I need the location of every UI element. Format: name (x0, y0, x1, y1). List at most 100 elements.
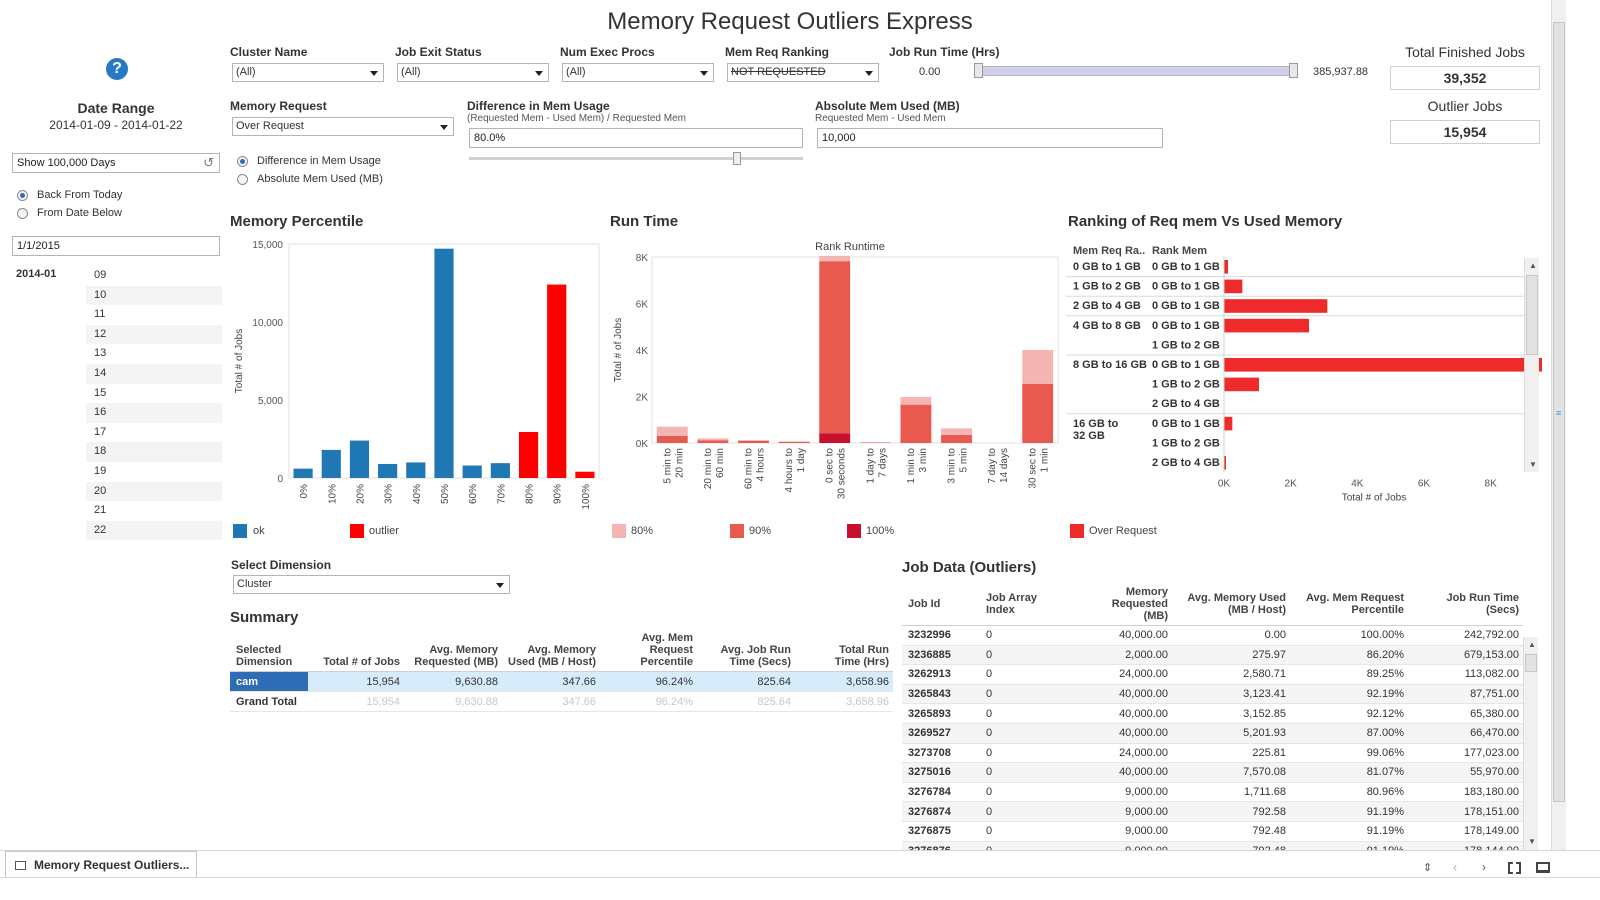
bar[interactable] (547, 284, 567, 478)
bar-segment[interactable] (1022, 383, 1054, 443)
date-day-item[interactable]: 13 (94, 347, 107, 360)
bar-segment[interactable] (819, 433, 851, 443)
date-day-item[interactable]: 15 (94, 386, 107, 399)
table-row[interactable]: 3265893 0 40,000.00 3,152.85 92.12% 65,380.00 (902, 703, 1523, 724)
next-icon[interactable]: › (1482, 860, 1486, 874)
select-dimension-dropdown[interactable]: Cluster (233, 575, 510, 594)
job-data-scrollbar[interactable]: ▲ ▼ (1523, 637, 1538, 850)
column-header[interactable]: Avg. Memory Requested (MB) (404, 632, 502, 672)
bar-segment[interactable] (941, 434, 972, 443)
bar-segment[interactable] (900, 404, 932, 443)
prev-icon[interactable]: ‹ (1453, 860, 1457, 874)
date-day-item[interactable]: 09 (94, 269, 107, 281)
job-data-scroll-thumb[interactable] (1525, 654, 1537, 672)
date-day-item[interactable]: 22 (86, 520, 222, 541)
bar[interactable] (1224, 456, 1226, 470)
page-scrollbar[interactable]: ≡ (1551, 0, 1566, 850)
bar-segment[interactable] (819, 261, 851, 434)
date-day-item[interactable]: 21 (94, 504, 107, 517)
bar-segment[interactable] (941, 428, 972, 435)
column-header[interactable]: Job Id (902, 586, 980, 626)
column-header[interactable]: Avg. Mem Request Percentile (1290, 586, 1408, 626)
reset-icon[interactable]: ↺ (203, 155, 214, 170)
bar[interactable] (293, 468, 313, 478)
bar[interactable] (490, 463, 510, 478)
abs-mem-used-input[interactable]: 10,000 (817, 128, 1163, 148)
present-icon[interactable] (1536, 862, 1550, 873)
bar[interactable] (1224, 260, 1228, 274)
bar-segment[interactable] (697, 440, 729, 443)
bar-segment[interactable] (738, 440, 769, 443)
bar[interactable] (518, 431, 539, 478)
bar-segment[interactable] (738, 439, 769, 441)
bar[interactable] (575, 471, 595, 478)
table-row[interactable]: 3232996 0 40,000.00 0.00 100.00% 242,792.00 (902, 625, 1523, 646)
date-day-item[interactable]: 14 (86, 363, 222, 384)
bar[interactable] (1224, 416, 1233, 431)
bar[interactable] (321, 449, 341, 478)
help-icon[interactable]: ? (106, 58, 128, 80)
fullscreen-icon[interactable] (1508, 862, 1521, 874)
column-header[interactable]: Job Run Time (Secs) (1408, 586, 1523, 626)
date-day-item[interactable]: 18 (86, 442, 222, 462)
table-row[interactable]: 3236885 0 2,000.00 275.97 86.20% 679,153.00 (902, 645, 1523, 666)
from-date-below-radio[interactable] (17, 208, 28, 219)
diff-mem-usage-input[interactable]: 80.0% (469, 128, 803, 148)
scroll-up-icon[interactable]: ▲ (1529, 261, 1537, 270)
scroll-up-icon[interactable]: ▲ (1528, 640, 1536, 649)
column-header[interactable]: Avg. Mem Request Percentile (600, 632, 697, 672)
sheet-tab[interactable]: Memory Request Outliers... (5, 851, 197, 877)
from-date-field[interactable]: 1/1/2015 (12, 236, 220, 256)
table-row[interactable]: 3273708 0 24,000.00 225.81 99.06% 177,023.00 (902, 743, 1523, 764)
column-header[interactable]: Memory Requested (MB) (1066, 586, 1172, 626)
column-header[interactable]: Avg. Job Run Time (Secs) (697, 632, 795, 672)
table-row[interactable]: 3262913 0 24,000.00 2,580.71 89.25% 113,082.0… (902, 664, 1523, 685)
table-row[interactable]: Grand Total 15,954 9,630.88 347.66 96.24% 825… (230, 691, 893, 712)
memory-request-dropdown[interactable]: Over Request (232, 117, 454, 136)
date-day-item[interactable]: 19 (94, 464, 107, 477)
column-header[interactable]: Selected Dimension (230, 632, 308, 672)
ranking-scrollbar[interactable]: ▲ ▼ (1524, 258, 1539, 472)
date-day-item[interactable]: 10 (86, 285, 222, 306)
job-run-time-slider-handle-max[interactable] (1289, 63, 1298, 78)
table-row[interactable]: 3275016 0 40,000.00 7,570.08 81.07% 55,970.00 (902, 762, 1523, 783)
bar-segment[interactable] (656, 436, 688, 443)
bar[interactable] (1224, 299, 1328, 313)
bar-segment[interactable] (656, 426, 688, 437)
bar-segment[interactable] (778, 441, 810, 443)
table-row[interactable]: 3269527 0 40,000.00 5,201.93 87.00% 66,470.00 (902, 723, 1523, 744)
table-row[interactable]: 3265843 0 40,000.00 3,123.41 92.19% 87,751.00 (902, 684, 1523, 705)
diff-mem-usage-slider-handle[interactable] (732, 152, 741, 165)
column-header[interactable]: Avg. Memory Used (MB / Host) (502, 632, 600, 672)
column-header[interactable]: Avg. Memory Used (MB / Host) (1172, 586, 1290, 626)
table-row[interactable]: 3276875 0 9,000.00 792.48 91.19% 178,149.00 (902, 821, 1523, 842)
job-run-time-slider-handle-min[interactable] (974, 63, 983, 78)
bar[interactable] (1224, 279, 1243, 294)
cluster-name-dropdown[interactable]: (All) (232, 63, 384, 82)
job-run-time-slider-track[interactable] (978, 66, 1298, 76)
bar[interactable] (1224, 318, 1309, 333)
table-row[interactable]: cam 15,954 9,630.88 347.66 96.24% 825.64 3,658… (230, 671, 893, 692)
date-day-item[interactable]: 20 (86, 481, 222, 502)
table-row[interactable]: 3276784 0 9,000.00 1,711.68 80.96% 183,180.00 (902, 782, 1523, 803)
table-row[interactable]: 3276874 0 9,000.00 792.58 91.19% 178,151.00 (902, 801, 1523, 822)
bar[interactable] (378, 463, 398, 478)
abs-mem-used-radio[interactable] (237, 174, 248, 185)
scroll-down-icon[interactable]: ▼ (1528, 837, 1536, 846)
scroll-down-icon[interactable]: ▼ (1529, 460, 1537, 469)
num-exec-procs-dropdown[interactable]: (All) (562, 63, 714, 82)
bar-segment[interactable] (900, 396, 932, 405)
bar[interactable] (1224, 358, 1542, 372)
page-scroll-thumb[interactable] (1553, 22, 1565, 802)
ranking-scroll-thumb[interactable] (1526, 275, 1538, 355)
diff-mem-usage-slider-track[interactable] (469, 157, 803, 160)
date-day-item[interactable]: 12 (86, 324, 222, 345)
back-from-today-radio[interactable] (17, 190, 28, 201)
bar-segment[interactable] (819, 255, 851, 262)
sort-updown-icon[interactable]: ⇕ (1423, 862, 1433, 874)
job-exit-status-dropdown[interactable]: (All) (397, 63, 549, 82)
show-days-field[interactable]: Show 100,000 Days ↺ (12, 153, 220, 173)
bar-segment[interactable] (697, 438, 729, 441)
date-day-item[interactable]: 17 (94, 425, 107, 438)
